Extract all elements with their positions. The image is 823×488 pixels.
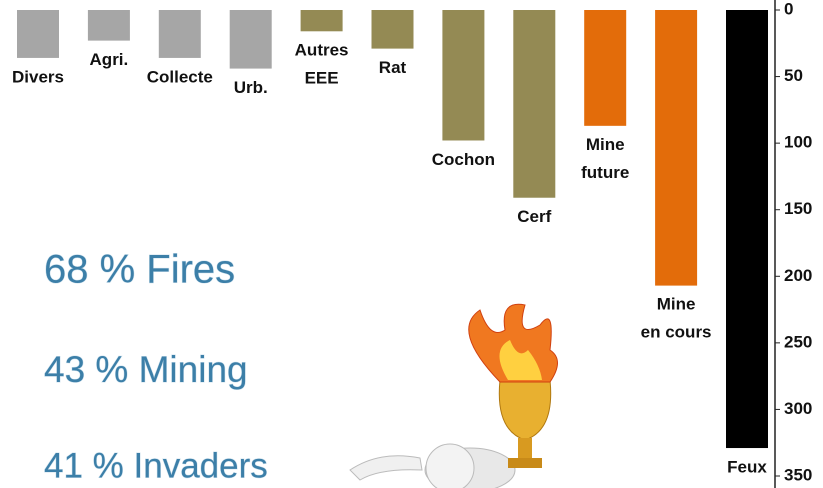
bar bbox=[301, 10, 343, 31]
category-label: Cochon bbox=[432, 150, 495, 169]
y-tick-label: 100 bbox=[784, 133, 812, 152]
bar bbox=[372, 10, 414, 49]
annotation: 41 % Invaders bbox=[44, 446, 268, 485]
bar bbox=[17, 10, 59, 58]
category-label: Urb. bbox=[234, 78, 268, 97]
category-label: Feux bbox=[727, 458, 767, 477]
y-tick-label: 250 bbox=[784, 332, 812, 351]
bar bbox=[230, 10, 272, 69]
bar bbox=[584, 10, 626, 126]
category-label: Cerf bbox=[517, 207, 551, 226]
y-tick-label: 50 bbox=[784, 66, 803, 85]
y-tick-label: 350 bbox=[784, 465, 812, 484]
category-label: Agri. bbox=[90, 50, 129, 69]
chart: 0 50 100 150 200 250 300 350 Divers Agri. Collecte… bbox=[0, 0, 823, 488]
bar bbox=[513, 10, 555, 198]
category-label: Rat bbox=[379, 58, 407, 77]
y-tick-label: 300 bbox=[784, 399, 812, 418]
annotation: 43 % Mining bbox=[44, 349, 248, 390]
category-label: Divers bbox=[12, 67, 64, 86]
category-label: Collecte bbox=[147, 67, 213, 86]
bar bbox=[726, 10, 768, 448]
annotation: 68 % Fires bbox=[44, 248, 235, 292]
bar bbox=[88, 10, 130, 41]
bar bbox=[159, 10, 201, 58]
y-tick-label: 200 bbox=[784, 266, 812, 285]
bar bbox=[442, 10, 484, 140]
trophy-clipart bbox=[350, 304, 558, 488]
bar bbox=[655, 10, 697, 286]
y-tick-label: 150 bbox=[784, 199, 812, 218]
y-tick-label: 0 bbox=[784, 0, 793, 18]
